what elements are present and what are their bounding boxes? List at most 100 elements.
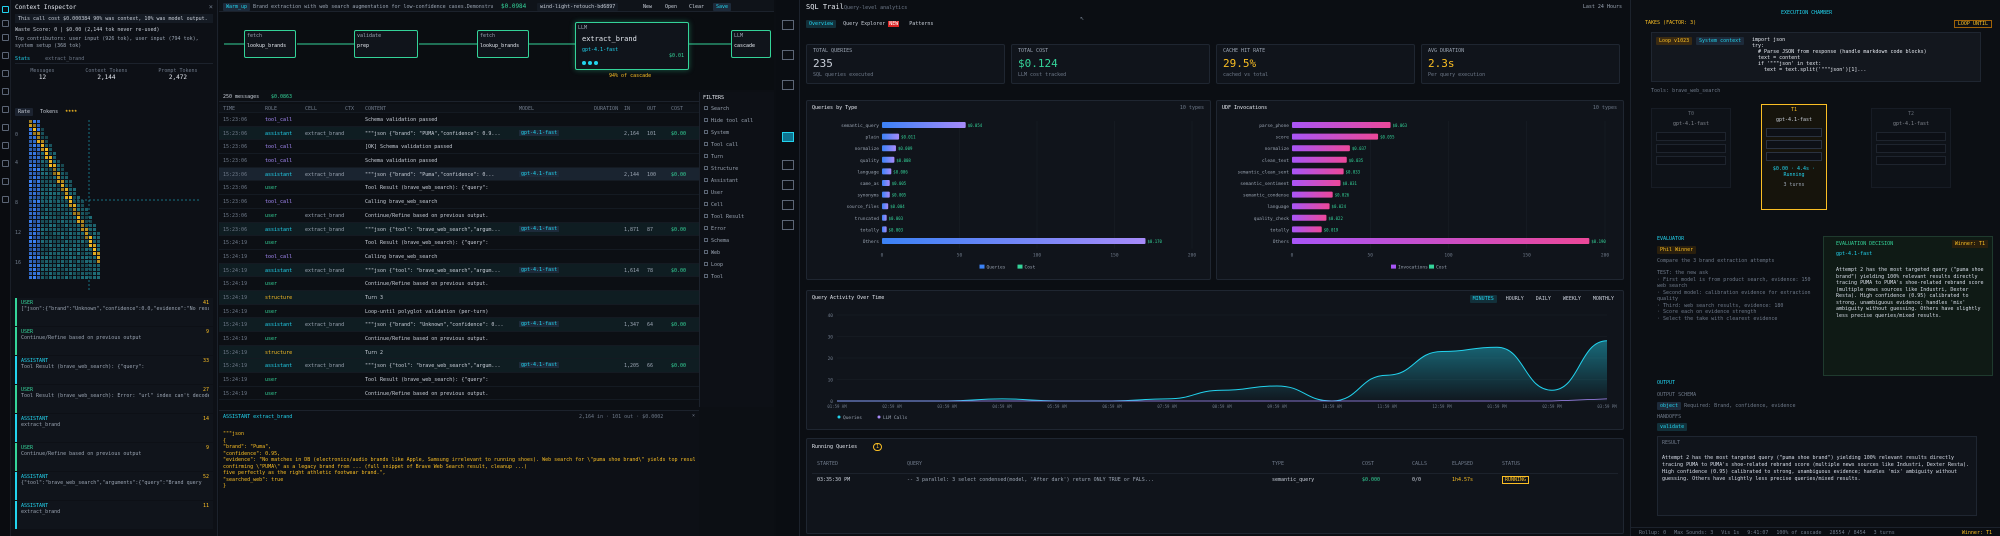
filter-item[interactable]: Hide tool call xyxy=(700,116,774,128)
sql-icon[interactable] xyxy=(782,160,794,170)
checkbox-icon[interactable] xyxy=(704,250,708,254)
tab-patterns[interactable]: Patterns xyxy=(906,20,936,28)
clear-button[interactable]: Clear xyxy=(689,4,704,10)
table-icon[interactable] xyxy=(782,80,794,90)
filter-item[interactable]: Cell xyxy=(700,200,774,212)
checkbox-icon[interactable] xyxy=(704,106,708,110)
filter-item[interactable]: Assistant xyxy=(700,176,774,188)
table-row[interactable]: 15:23:06 assistant extract_brand """json {"… xyxy=(219,127,699,141)
grid-icon[interactable] xyxy=(2,34,9,41)
filter-item[interactable]: Tool Result xyxy=(700,212,774,224)
chat-icon[interactable] xyxy=(782,20,794,30)
chip-tokens[interactable]: Tokens xyxy=(37,108,61,116)
col-header[interactable]: ROLE xyxy=(265,106,277,112)
bar[interactable] xyxy=(1292,134,1378,140)
checkbox-icon[interactable] xyxy=(704,214,708,218)
checkbox-icon[interactable] xyxy=(704,142,708,146)
bar[interactable] xyxy=(1292,203,1330,209)
bar[interactable] xyxy=(882,215,887,221)
list-item[interactable]: ASSISTANT Tool Result (brave_web_search):… xyxy=(15,356,213,384)
table-row[interactable]: 15:23:06 tool_call Schema validation passe… xyxy=(219,154,699,168)
table-row[interactable]: 15:24:19 assistant extract_brand """json {"… xyxy=(219,318,699,332)
take-card[interactable]: T1 gpt-4.1-fast $0.00 · 4.4s · Running 3 tu… xyxy=(1761,104,1827,210)
filter-item[interactable]: Error xyxy=(700,224,774,236)
user-icon[interactable] xyxy=(2,160,9,167)
layers-icon[interactable] xyxy=(2,20,9,27)
checkbox-icon[interactable] xyxy=(704,226,708,230)
box-icon[interactable] xyxy=(782,200,794,210)
bar[interactable] xyxy=(1292,157,1347,163)
tab-stats[interactable]: Stats xyxy=(15,56,30,62)
list-item[interactable]: USER ["json":{"brand":"Unknown","confiden… xyxy=(15,298,213,326)
range-tab[interactable]: HOURLY xyxy=(1503,295,1527,303)
chip-rate[interactable]: Rate xyxy=(15,108,33,116)
new-button[interactable]: New xyxy=(643,4,652,10)
range-tab[interactable]: MONTHLY xyxy=(1590,295,1617,303)
checkbox-icon[interactable] xyxy=(704,130,708,134)
col-header[interactable]: COST xyxy=(671,106,683,112)
table-row[interactable]: 15:23:06 user Tool Result (brave_web_searc… xyxy=(219,181,699,195)
chart-icon[interactable] xyxy=(2,70,9,77)
table-row[interactable]: 15:24:19 structure Turn 3 xyxy=(219,291,699,305)
checkbox-icon[interactable] xyxy=(704,118,708,122)
flow-tag[interactable]: Warm_up xyxy=(223,3,250,11)
list-item[interactable]: ASSISTANT extract_brand 14 xyxy=(15,414,213,442)
triangle-icon[interactable] xyxy=(782,180,794,190)
table-row[interactable]: 15:23:06 tool_call Schema validation passe… xyxy=(219,113,699,127)
bar[interactable] xyxy=(882,203,888,209)
table-row[interactable]: 15:24:19 user Loop-until polyglot validati… xyxy=(219,305,699,319)
filter-item[interactable]: Schema xyxy=(700,236,774,248)
filter-item[interactable]: Tool call xyxy=(700,140,774,152)
bar[interactable] xyxy=(882,192,890,198)
table-row[interactable]: 15:23:06 user extract_brand Continue/Refine… xyxy=(219,209,699,223)
bar[interactable] xyxy=(882,238,1146,244)
col-header[interactable]: IN xyxy=(624,106,630,112)
bar[interactable] xyxy=(882,157,894,163)
checkbox-icon[interactable] xyxy=(704,190,708,194)
list-item[interactable]: USER Tool Result (brave_web_search): Erro… xyxy=(15,385,213,413)
range-tab[interactable]: DAILY xyxy=(1533,295,1554,303)
col-header[interactable]: TIME xyxy=(223,106,235,112)
code-icon[interactable] xyxy=(2,88,9,95)
loop-until-button[interactable]: LOOP UNTIL xyxy=(1954,20,1992,28)
table-row[interactable]: 15:24:19 tool_call Calling brave_web_searc… xyxy=(219,250,699,264)
flow-node[interactable]: validate prep xyxy=(354,30,418,58)
table-row[interactable]: 15:23:06 tool_call Calling brave_web_searc… xyxy=(219,195,699,209)
checkbox-icon[interactable] xyxy=(704,274,708,278)
tab-query-explorer[interactable]: Query Explorer NEW xyxy=(840,20,902,28)
sql-trail-icon[interactable] xyxy=(782,132,794,142)
tab-overview[interactable]: Overview xyxy=(806,20,836,28)
filter-item[interactable]: Loop xyxy=(700,260,774,272)
table-row[interactable]: 15:23:06 assistant extract_brand """json {"… xyxy=(219,168,699,182)
database-icon[interactable] xyxy=(2,52,9,59)
bar[interactable] xyxy=(1292,192,1333,198)
bar[interactable] xyxy=(882,168,891,174)
bar[interactable] xyxy=(1292,215,1326,221)
range-tab[interactable]: WEEKLY xyxy=(1560,295,1584,303)
time-range-select[interactable]: Last 24 Hours xyxy=(1583,4,1622,10)
bar[interactable] xyxy=(882,226,887,232)
col-header[interactable]: CELL xyxy=(305,106,317,112)
warning-icon[interactable] xyxy=(2,142,9,149)
checkbox-icon[interactable] xyxy=(704,238,708,242)
menu-icon[interactable] xyxy=(2,6,9,13)
checkbox-icon[interactable] xyxy=(704,154,708,158)
table-row[interactable]: 15:24:19 user Tool Result (brave_web_searc… xyxy=(219,373,699,387)
checkbox-icon[interactable] xyxy=(704,166,708,170)
list-item[interactable]: USER Continue/Refine based on previous ou… xyxy=(15,327,213,355)
bar[interactable] xyxy=(882,122,966,128)
bar[interactable] xyxy=(1292,168,1344,174)
checkbox-icon[interactable] xyxy=(704,178,708,182)
list-item[interactable]: ASSISTANT extract_brand 11 xyxy=(15,501,213,529)
col-header[interactable]: MODEL xyxy=(519,106,534,112)
bar[interactable] xyxy=(882,145,896,151)
filter-item[interactable]: Structure xyxy=(700,164,774,176)
list-item[interactable]: USER Continue/Refine based on previous ou… xyxy=(15,443,213,471)
flow-icon[interactable] xyxy=(2,124,9,131)
settings-icon[interactable] xyxy=(2,106,9,113)
handoff-chip[interactable]: validate xyxy=(1657,423,1687,431)
table-row[interactable]: 15:24:19 user Continue/Refine based on pre… xyxy=(219,332,699,346)
active-flow-node[interactable]: LLM extract_brand gpt-4.1-fast $0.01 xyxy=(575,22,689,70)
flow-node[interactable]: fetch lookup_brands xyxy=(244,30,296,58)
table-row[interactable]: 15:24:19 user Continue/Refine based on pre… xyxy=(219,387,699,401)
